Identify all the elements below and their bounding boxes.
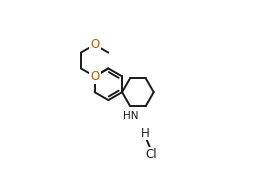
Text: H: H [141,127,150,140]
Text: HN: HN [123,111,138,121]
Text: Cl: Cl [145,148,157,161]
Text: O: O [90,38,99,51]
Text: O: O [90,70,99,83]
